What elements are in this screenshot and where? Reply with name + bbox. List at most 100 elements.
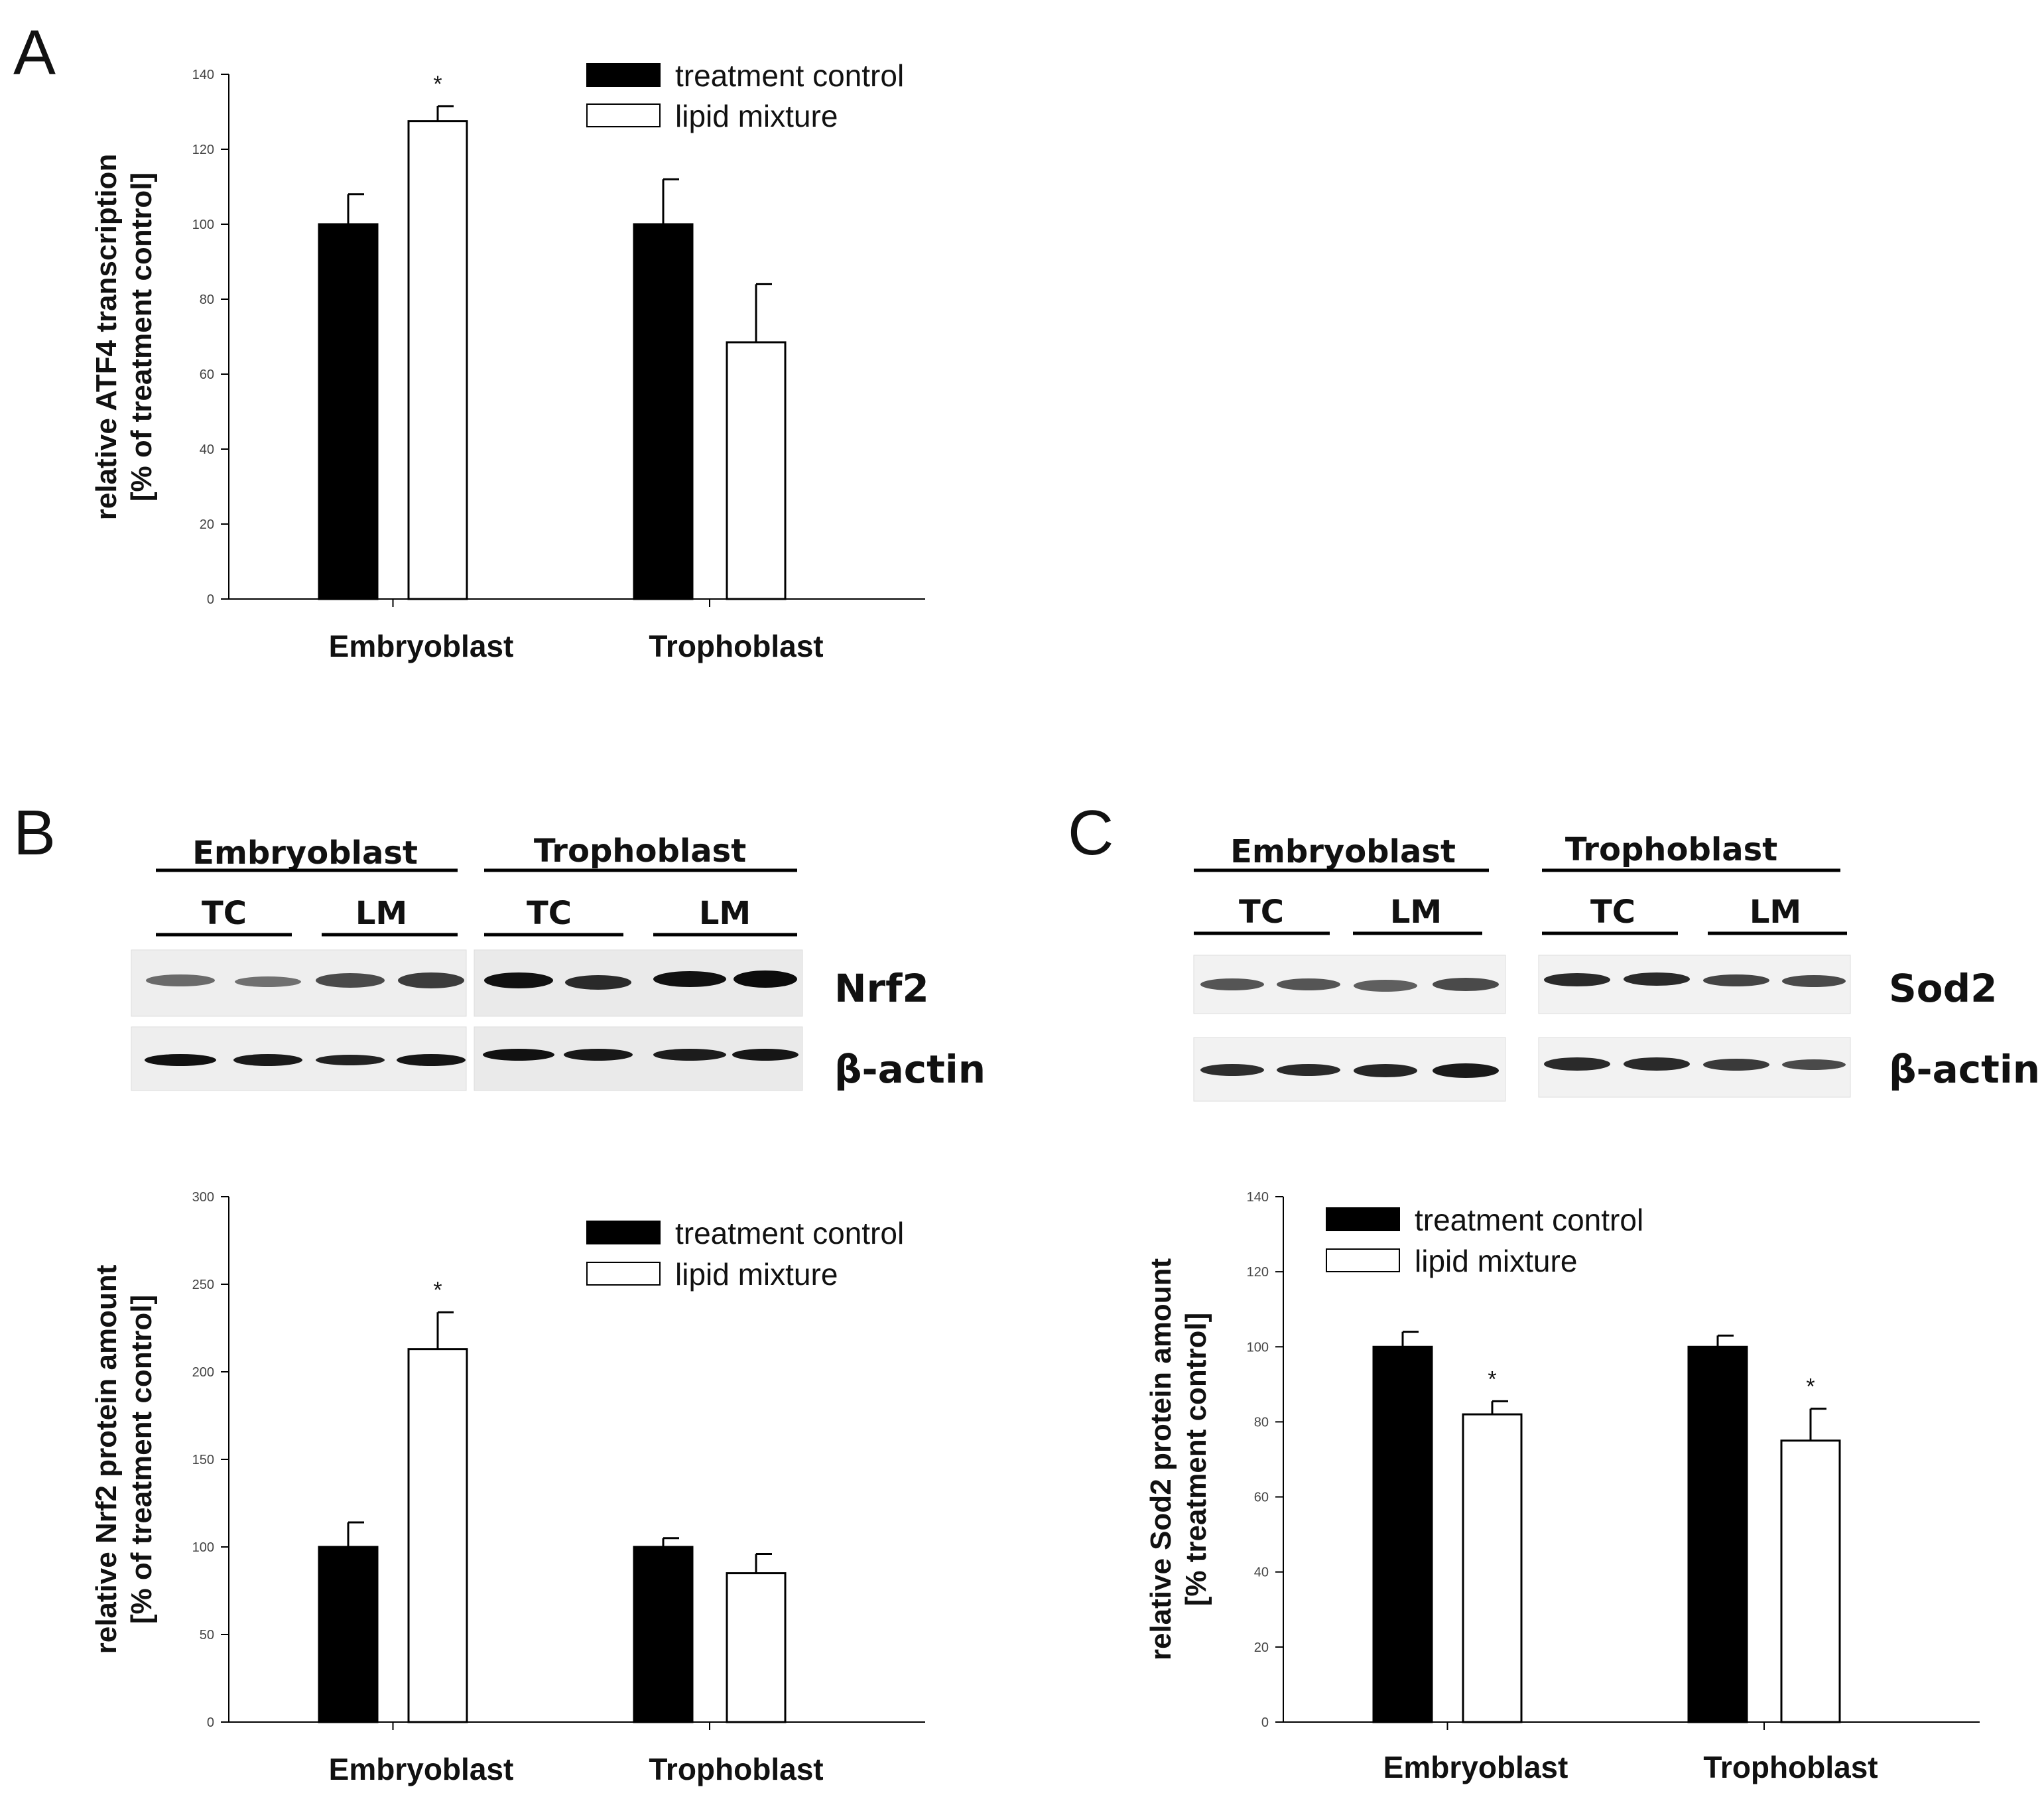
blot-c-group-label-embryoblast: Embryoblast (1230, 833, 1456, 870)
legend-swatch-lipid-mixture (1326, 1248, 1400, 1272)
blot-band (316, 1055, 385, 1065)
blot-b-lane-label-tc: TC (202, 895, 247, 932)
blot-band (1544, 973, 1610, 986)
panel-letter-a: A (13, 17, 56, 88)
chart-b-category-label: Trophoblast (649, 1752, 823, 1786)
chart-b-ylabel-line2: [% of treatment control] (125, 1295, 158, 1624)
y-tick-label: 80 (1254, 1415, 1269, 1430)
blot-band (564, 1049, 633, 1061)
significance-marker: * (433, 1278, 442, 1303)
blot-band (1624, 972, 1690, 986)
bar (407, 1348, 468, 1723)
blot-band (732, 1049, 798, 1061)
blot-band (484, 972, 553, 988)
blot-c-lane-label-lm: LM (1750, 894, 1801, 931)
blot-band (1200, 978, 1264, 990)
significance-marker: * (1806, 1374, 1815, 1400)
y-tick-label: 120 (192, 143, 214, 157)
chart-c-ylabel-line1: relative Sod2 protein amount (1145, 1258, 1177, 1660)
chart-c-bars: * * (1372, 1331, 1841, 1723)
blot-b-lane-label-lm: LM (699, 895, 751, 932)
chart-a-legend: treatment control lipid mixture (586, 58, 904, 133)
blot-band (1354, 1064, 1417, 1077)
bar (1687, 1345, 1748, 1723)
y-tick-label: 140 (192, 68, 214, 82)
blot-band (235, 976, 301, 987)
legend-label-lipid-mixture: lipid mixture (675, 99, 838, 133)
y-tick-label: 20 (1254, 1640, 1269, 1655)
y-tick-label: 60 (1254, 1491, 1269, 1505)
y-tick-label: 0 (207, 1715, 214, 1730)
bar (318, 1546, 379, 1723)
blot-band (734, 970, 797, 988)
chart-a-ylabel-line2: [% of treatment control] (125, 172, 158, 501)
bar (633, 223, 694, 600)
western-blot-c: Embryoblast Trophoblast TC LM TC LM Sod2 (1193, 831, 2040, 1102)
chart-c-category-label: Embryoblast (1383, 1750, 1568, 1784)
legend-label-treatment-control: treatment control (675, 1216, 904, 1250)
blot-band (653, 971, 726, 987)
legend-label-treatment-control: treatment control (1415, 1203, 1643, 1237)
blot-band (1703, 1059, 1769, 1071)
y-tick-label: 50 (200, 1628, 214, 1642)
western-blot-b: Embryoblast Trophoblast TC LM TC LM Nrf2 (131, 833, 986, 1092)
blot-band (1433, 978, 1499, 991)
bar (1780, 1439, 1841, 1723)
chart-c-category-label: Trophoblast (1703, 1750, 1878, 1784)
y-tick-label: 100 (1247, 1340, 1269, 1355)
blot-band (233, 1054, 302, 1066)
bar (726, 341, 787, 600)
y-tick-label: 140 (1247, 1190, 1269, 1205)
blot-band (1277, 1064, 1340, 1076)
chart-a-category-label: Embryoblast (329, 629, 514, 663)
blot-b-lane-label-lm: LM (355, 895, 407, 932)
legend-swatch-treatment-control (1326, 1207, 1400, 1231)
blot-band (1433, 1063, 1499, 1078)
blot-band (1703, 974, 1769, 986)
y-tick-label: 0 (207, 592, 214, 607)
blot-c-protein-label: Sod2 (1889, 966, 1998, 1011)
y-tick-label: 20 (200, 517, 214, 532)
blot-band (1277, 978, 1340, 990)
blot-c-protein-label: β-actin (1889, 1047, 2040, 1092)
blot-band (145, 1054, 216, 1066)
chart-a-ylabel-line1: relative ATF4 transcription (90, 154, 123, 521)
chart-c-ticks: 0 20 40 60 80 100 120 140 (1247, 1190, 1765, 1730)
blot-band (483, 1049, 554, 1061)
chart-b: * 0 50 100 150 200 250 300 relative Nrf2 prote… (90, 1190, 925, 1786)
chart-a-category-label: Trophoblast (649, 629, 823, 663)
blot-band (1782, 1059, 1846, 1070)
chart-a: * 0 20 40 60 80 100 120 140 relative ATF4 trans… (90, 58, 925, 663)
chart-b-legend: treatment control lipid mixture (586, 1216, 904, 1292)
chart-b-ylabel-line1: relative Nrf2 protein amount (90, 1264, 123, 1654)
bar (407, 120, 468, 600)
legend-swatch-lipid-mixture (586, 103, 661, 127)
blot-b-protein-label: β-actin (834, 1047, 986, 1092)
chart-c-ylabel-line2: [% treatment control] (1180, 1313, 1212, 1606)
blot-band (398, 972, 464, 988)
legend-swatch-lipid-mixture (586, 1262, 661, 1286)
y-tick-label: 100 (192, 218, 214, 232)
blot-c-lane-label-tc: TC (1239, 894, 1284, 931)
chart-a-ticks: 0 20 40 60 80 100 120 140 (192, 68, 710, 607)
blot-band (397, 1054, 466, 1066)
blot-b-group-label-trophoblast: Trophoblast (534, 833, 746, 870)
y-tick-label: 100 (192, 1540, 214, 1555)
y-tick-label: 300 (192, 1190, 214, 1205)
significance-marker: * (1488, 1367, 1496, 1392)
y-tick-label: 120 (1247, 1265, 1269, 1280)
bar (1372, 1345, 1433, 1723)
blot-b-lane-label-tc: TC (527, 895, 572, 932)
blot-c-lane-label-tc: TC (1590, 894, 1635, 931)
y-tick-label: 40 (200, 442, 214, 457)
blot-band (1354, 980, 1417, 992)
blot-c-lane-label-lm: LM (1390, 894, 1442, 931)
legend-label-lipid-mixture: lipid mixture (1415, 1244, 1577, 1278)
y-tick-label: 60 (200, 367, 214, 382)
significance-marker: * (433, 72, 442, 97)
blot-b-group-label-embryoblast: Embryoblast (192, 834, 418, 872)
blot-band (565, 975, 631, 990)
bar (726, 1572, 787, 1723)
